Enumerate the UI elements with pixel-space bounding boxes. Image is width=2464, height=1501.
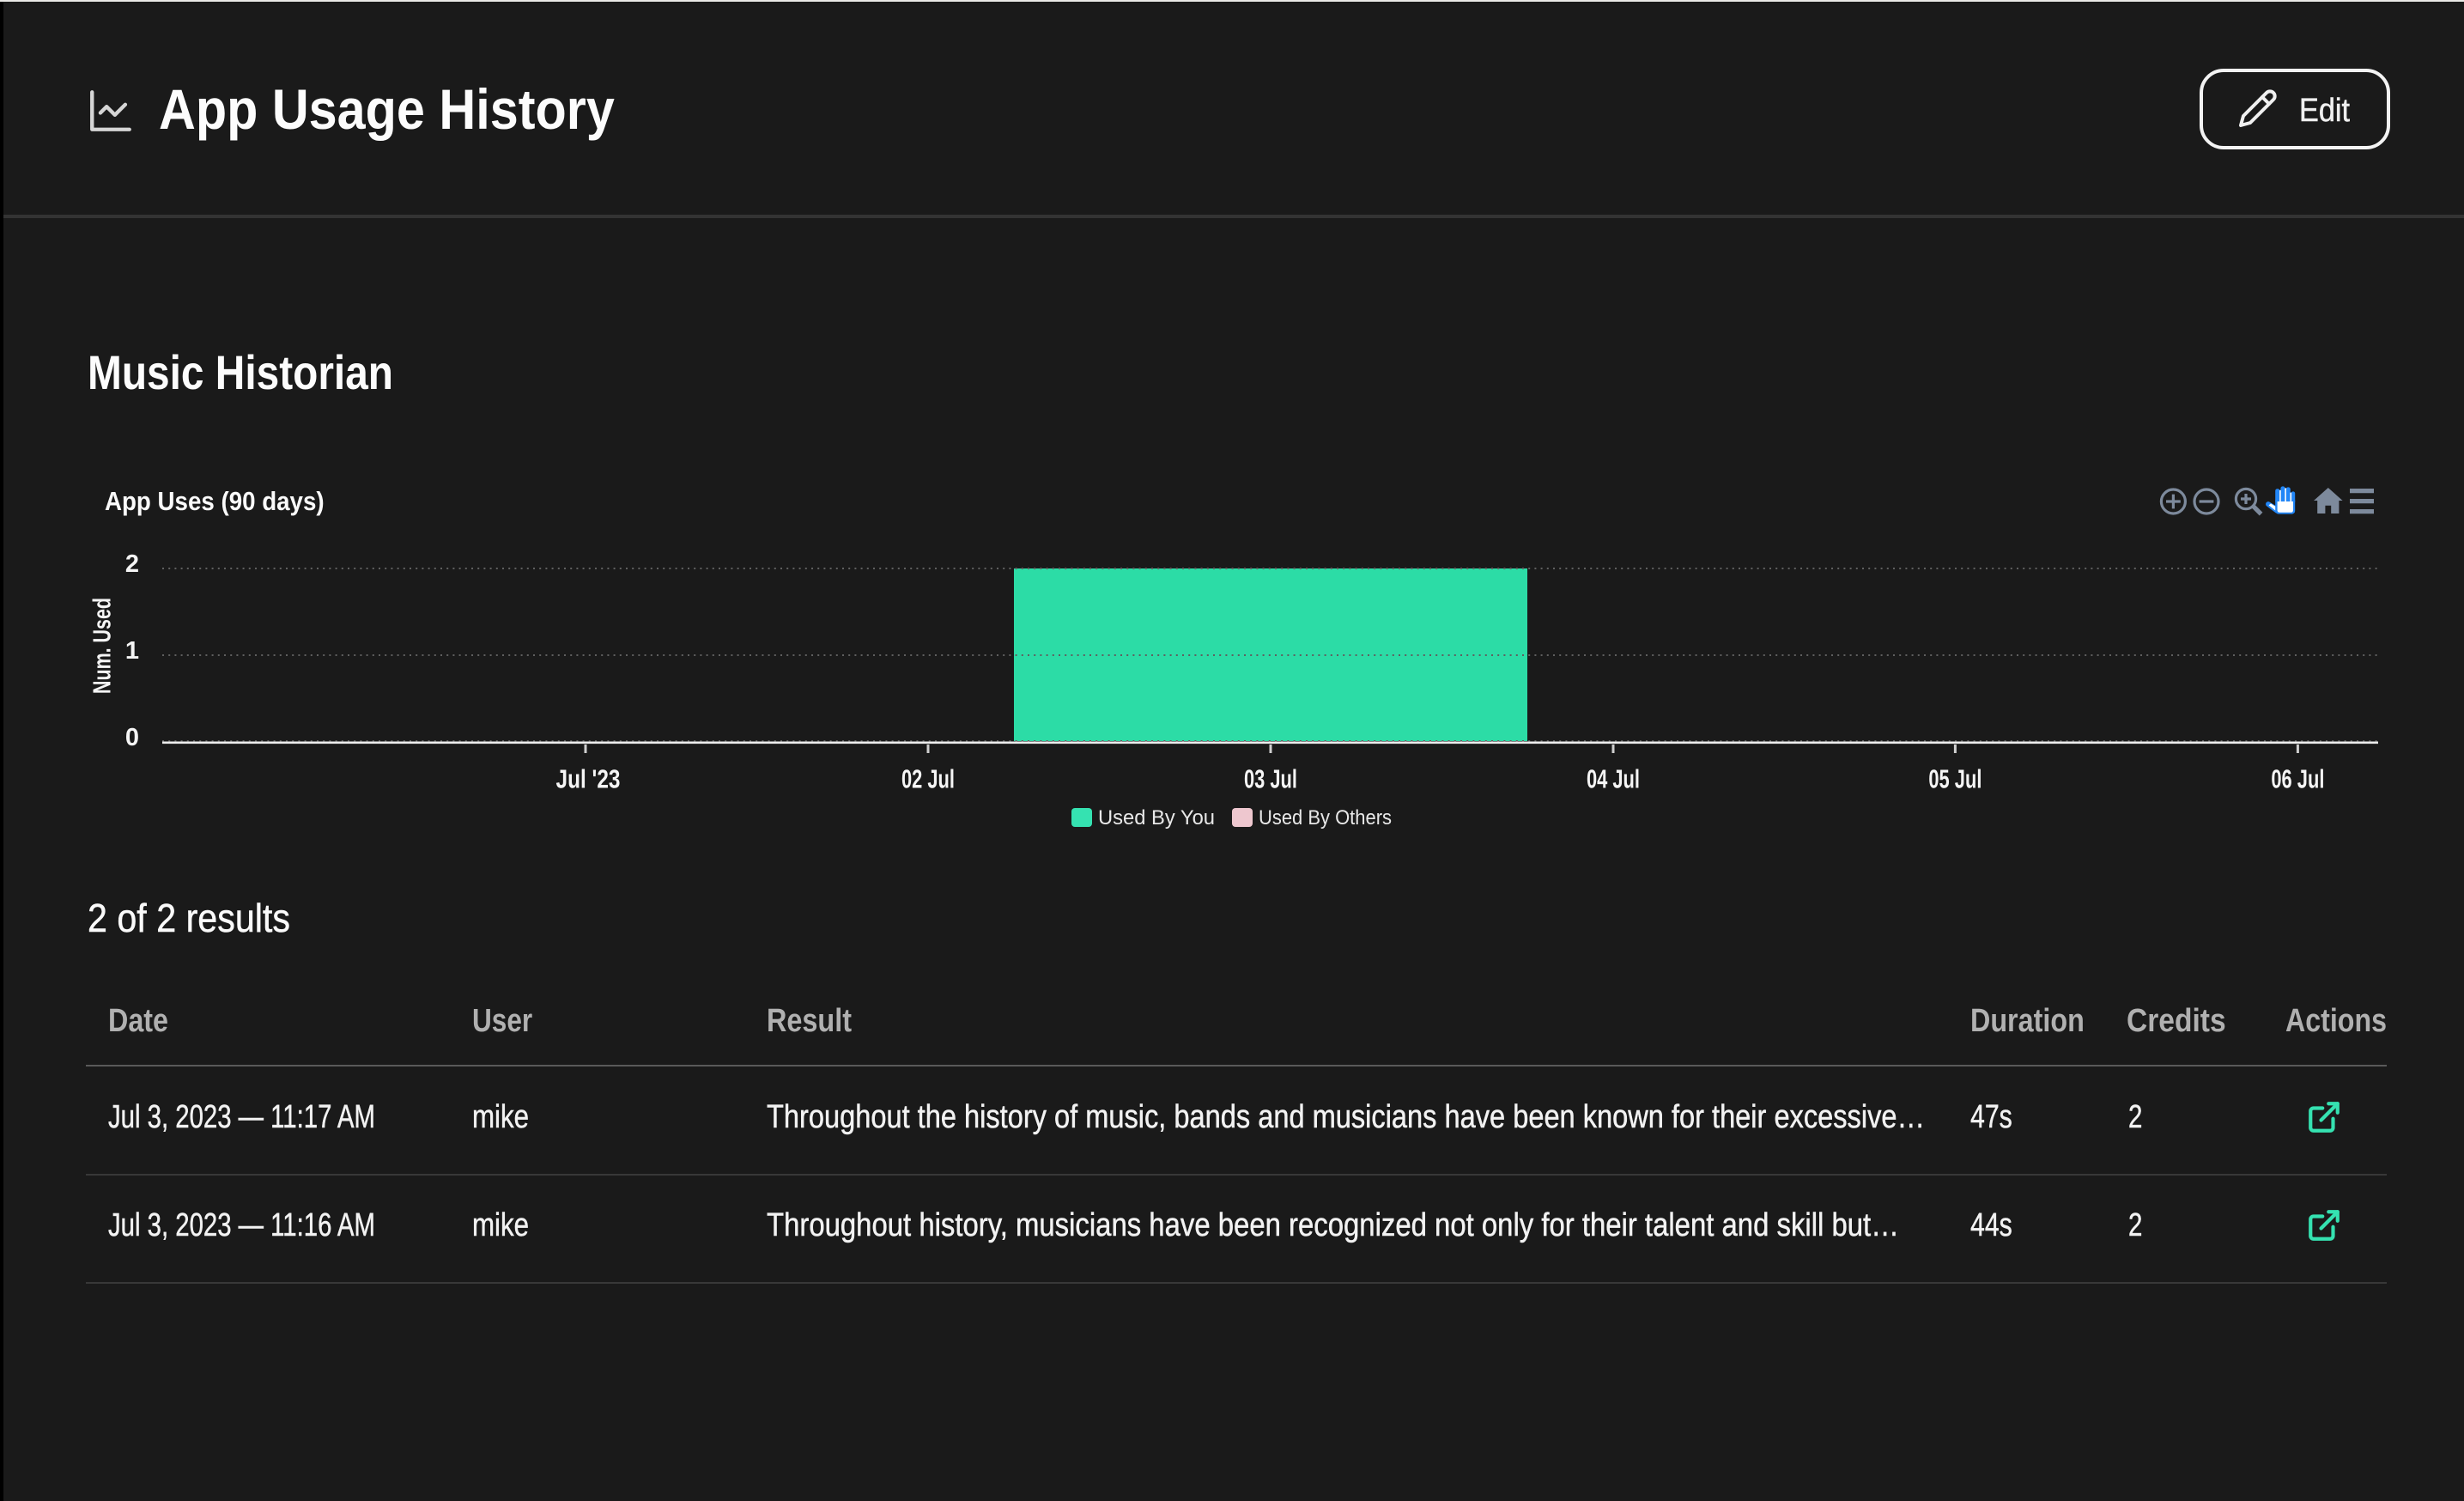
svg-text:1: 1: [125, 637, 139, 665]
svg-text:0: 0: [125, 724, 139, 751]
svg-text:03 Jul: 03 Jul: [1244, 764, 1297, 794]
svg-text:Jul '23: Jul '23: [556, 764, 621, 794]
svg-text:05 Jul: 05 Jul: [1928, 764, 1982, 794]
svg-text:06 Jul: 06 Jul: [2271, 764, 2324, 794]
svg-text:Used By Others: Used By Others: [1259, 806, 1392, 830]
svg-text:Used By You: Used By You: [1098, 806, 1215, 830]
svg-text:App Uses (90 days): App Uses (90 days): [105, 486, 325, 516]
svg-text:Num. Used: Num. Used: [89, 598, 117, 694]
svg-text:02 Jul: 02 Jul: [901, 764, 955, 794]
svg-text:2: 2: [125, 550, 139, 578]
svg-text:04 Jul: 04 Jul: [1587, 764, 1640, 794]
